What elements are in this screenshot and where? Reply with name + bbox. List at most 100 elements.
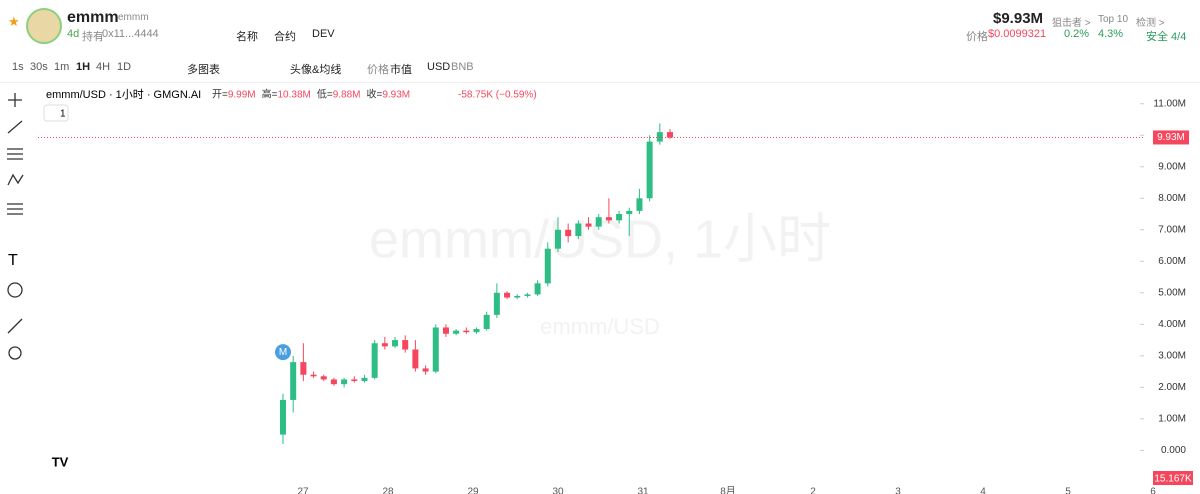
star[interactable]: ★ xyxy=(8,14,20,29)
toolbar: 1s 30s 1m 1H 4H 1D 多图表 头像&均线 价格 市值 USD B… xyxy=(0,52,1200,83)
candle-body xyxy=(442,327,449,334)
tv-logo-text: TV xyxy=(52,454,69,469)
link[interactable]: 名称 xyxy=(236,31,258,43)
candle-body xyxy=(320,376,327,380)
stat-label[interactable]: 检测 > xyxy=(1136,18,1165,29)
usd-toggle[interactable]: USD xyxy=(427,61,451,73)
ohlc-label: 收= xyxy=(366,88,382,101)
candle-body xyxy=(554,229,561,249)
last-price-badge xyxy=(1153,130,1189,145)
candle-body xyxy=(422,368,429,372)
candle-body xyxy=(473,329,480,333)
candle-body xyxy=(341,379,348,385)
marker-label: M xyxy=(279,347,287,358)
last-price-label: 9.93M xyxy=(1157,132,1185,143)
tv-logo xyxy=(45,449,75,475)
y-tick-label: 11.00M xyxy=(1153,98,1186,109)
candle-body xyxy=(636,198,643,211)
candle-body xyxy=(524,294,531,296)
y-tick-label: 5.00M xyxy=(1158,287,1186,298)
x-tick-label: 5 xyxy=(1065,487,1071,494)
y-tick-label: 8.00M xyxy=(1158,193,1186,204)
ohlc-label: 高= xyxy=(262,88,278,101)
x-tick-label: 2 xyxy=(810,487,816,494)
indicator-count: 1 xyxy=(60,109,66,120)
candle-body xyxy=(280,399,286,435)
link[interactable]: DEV xyxy=(312,28,335,40)
candle-body xyxy=(453,330,460,334)
candle-body xyxy=(534,283,541,295)
chart: T emmm/USD, 1小时 emmm/USD emmm/USD · 1小时 … xyxy=(7,83,1200,494)
interval[interactable]: 1s xyxy=(12,61,24,73)
interval[interactable]: 30s xyxy=(30,61,48,73)
drawing-tools xyxy=(7,93,24,360)
candle-body xyxy=(351,379,358,382)
candle-body xyxy=(371,343,378,378)
interval[interactable]: 4H xyxy=(96,61,111,73)
tool-icon[interactable] xyxy=(8,346,22,360)
y-tick-label: 1.00M xyxy=(1158,413,1186,424)
candle-body xyxy=(514,295,521,298)
y-tick-label: 4.00M xyxy=(1158,319,1186,330)
price-label: 价格 xyxy=(966,31,988,43)
candle-body xyxy=(330,379,337,385)
token-name: emmm xyxy=(67,9,119,26)
candle-body xyxy=(483,314,490,330)
link[interactable]: 合约 xyxy=(274,31,296,43)
tool-icon[interactable] xyxy=(8,93,22,107)
stat-label[interactable]: 狙击者 > xyxy=(1052,18,1091,29)
text-tool[interactable]: T xyxy=(8,252,18,269)
token-subname: emmm xyxy=(118,12,149,23)
tool-icon[interactable] xyxy=(7,282,23,298)
tool-icon[interactable] xyxy=(7,173,24,186)
indicator-toggle[interactable] xyxy=(43,104,69,122)
price-value: $0.0099321 xyxy=(988,28,1047,40)
x-tick-label: 30 xyxy=(552,487,564,494)
candle-body xyxy=(290,362,297,400)
price: $9.93M xyxy=(993,10,1044,27)
ohlc-label: 开= xyxy=(212,90,228,101)
bnb-toggle[interactable]: BNB xyxy=(451,61,474,73)
watermark-sub: emmm/USD xyxy=(540,314,660,339)
y-tick-label: 7.00M xyxy=(1158,224,1186,235)
stat-value: 0.2% xyxy=(1064,28,1090,40)
multi-chart[interactable]: 多图表 xyxy=(187,64,220,76)
ohlc-value: 9.88M xyxy=(333,90,361,101)
candle-body xyxy=(575,223,582,237)
tool-icon[interactable] xyxy=(7,120,23,134)
y-tick-label: 2.00M xyxy=(1158,382,1186,393)
mcap-toggle[interactable]: 市值 xyxy=(390,64,412,76)
candle-body xyxy=(595,217,602,227)
candle-body xyxy=(412,349,419,369)
candle-body xyxy=(605,217,612,221)
tool-icon[interactable] xyxy=(7,203,23,215)
avatar-ma[interactable]: 头像&均线 xyxy=(290,64,342,76)
x-tick-label: 28 xyxy=(382,487,394,494)
price-scale xyxy=(1140,83,1200,494)
avatar xyxy=(26,8,62,44)
x-tick-label: 4 xyxy=(980,487,986,494)
stat-value: 4.3% xyxy=(1098,28,1124,40)
candle-body xyxy=(565,229,572,237)
y-tick-label: 3.00M xyxy=(1158,350,1186,361)
ohlc-value: 10.38M xyxy=(277,90,310,101)
interval[interactable]: 1m xyxy=(54,61,70,73)
x-tick-label: 8月 xyxy=(720,486,736,494)
x-tick-label: 29 xyxy=(467,487,479,494)
candle-body xyxy=(463,330,470,333)
tool-icon[interactable] xyxy=(7,148,23,160)
tool-icon[interactable] xyxy=(7,318,23,334)
candle-body xyxy=(656,132,663,142)
candle-body xyxy=(402,340,409,350)
stat-value: 安全 4/4 xyxy=(1146,31,1187,43)
volume-badge xyxy=(1153,471,1193,485)
interval[interactable]: 1D xyxy=(117,61,132,73)
interval[interactable]: 1H xyxy=(76,61,91,73)
candle-body xyxy=(392,340,399,347)
ohlc-value: 9.93M xyxy=(382,90,410,101)
price-toggle[interactable]: 价格 xyxy=(367,64,389,76)
y-tick-label: 0.000 xyxy=(1161,445,1186,456)
address[interactable]: 0x11...4444 xyxy=(102,28,159,40)
x-tick-label: 31 xyxy=(637,487,649,494)
